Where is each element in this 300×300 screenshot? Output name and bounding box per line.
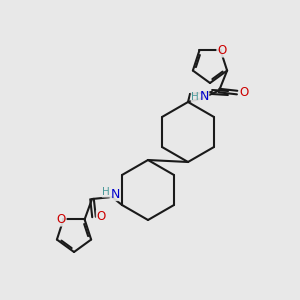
Text: N: N [110, 188, 120, 200]
Text: H: H [191, 92, 199, 102]
Text: N: N [200, 90, 209, 103]
Text: H: H [102, 187, 110, 197]
Text: O: O [217, 44, 226, 57]
Text: O: O [96, 211, 106, 224]
Text: O: O [239, 86, 249, 99]
Text: O: O [57, 213, 66, 226]
